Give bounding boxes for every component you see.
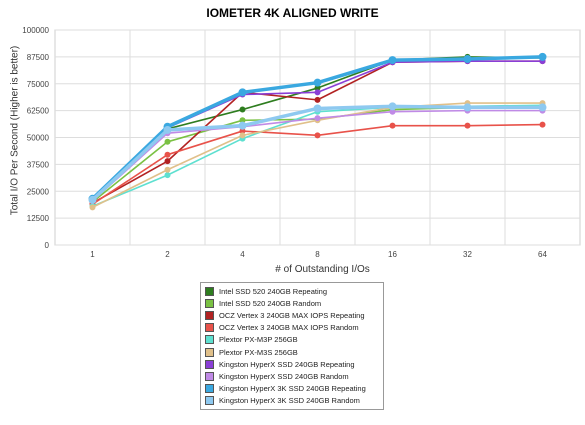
data-point	[314, 96, 321, 103]
data-point	[389, 122, 396, 129]
data-point	[538, 103, 547, 112]
legend-label: OCZ Vertex 3 240GB MAX IOPS Random	[219, 323, 359, 333]
data-point	[314, 85, 321, 92]
data-point	[313, 78, 322, 87]
legend-item: Kingston HyperX SSD 240GB Repeating	[205, 358, 379, 370]
legend-swatch	[205, 310, 214, 320]
legend-label: Kingston HyperX 3K SSD 240GB Random	[219, 396, 360, 406]
line-chart: 0 12500 25000 37500 50000 62500 75000 87500 1000…	[22, 26, 581, 259]
x-tick-label: 64	[538, 250, 547, 259]
series-line	[91, 109, 543, 202]
legend-label: Plextor PX-M3P 256GB	[219, 335, 298, 345]
data-point	[164, 158, 171, 165]
y-tick-label: 25000	[27, 187, 50, 196]
y-tick-label: 37500	[27, 160, 50, 169]
data-point	[463, 55, 472, 64]
x-tick-label: 8	[315, 250, 320, 259]
data-point	[238, 121, 247, 130]
legend-swatch	[205, 347, 214, 357]
y-tick-label: 75000	[27, 80, 50, 89]
data-point	[539, 121, 546, 128]
legend-label: Kingston HyperX 3K SSD 240GB Repeating	[219, 384, 366, 394]
legend-swatch	[205, 323, 214, 333]
legend-item: Intel SSD 520 240GB Repeating	[205, 285, 379, 297]
x-axis-label: # of Outstanding I/Os	[275, 264, 370, 275]
legend-label: Kingston HyperX SSD 240GB Random	[219, 371, 349, 381]
y-tick-label: 50000	[27, 134, 50, 143]
legend-swatch	[205, 396, 214, 406]
legend-item: Intel SSD 520 240GB Random	[205, 297, 379, 309]
data-point	[239, 106, 246, 113]
legend-item: Plextor PX-M3P 256GB	[205, 334, 379, 346]
legend: Intel SSD 520 240GB Repeating Intel SSD 5…	[200, 282, 384, 410]
data-point	[314, 115, 321, 122]
legend-swatch	[205, 371, 214, 381]
legend-item: Kingston HyperX 3K SSD 240GB Repeating	[205, 383, 379, 395]
series-line	[91, 56, 543, 202]
y-tick-label: 87500	[27, 53, 50, 62]
legend-swatch	[205, 359, 214, 369]
data-point	[164, 138, 171, 145]
chart-title: IOMETER 4K ALIGNED WRITE	[206, 6, 379, 20]
data-point	[388, 102, 397, 111]
x-tick-label: 1	[90, 250, 95, 259]
data-point	[239, 132, 246, 139]
y-tick-label: 100000	[22, 26, 49, 35]
data-point	[314, 132, 321, 139]
legend-item: Kingston HyperX SSD 240GB Random	[205, 370, 379, 382]
legend-swatch	[205, 286, 214, 296]
x-tick-label: 16	[388, 250, 397, 259]
legend-item: Plextor PX-M3S 256GB	[205, 346, 379, 358]
data-point	[89, 204, 96, 211]
legend-label: Intel SSD 520 240GB Random	[219, 298, 322, 308]
legend-label: Intel SSD 520 240GB Repeating	[219, 286, 327, 296]
data-point	[238, 88, 247, 97]
data-point	[163, 125, 172, 134]
y-tick-label: 0	[45, 241, 50, 250]
series-lines	[88, 52, 547, 211]
legend-label: Kingston HyperX SSD 240GB Repeating	[219, 359, 355, 369]
data-point	[239, 128, 246, 135]
data-point	[314, 89, 321, 96]
data-point	[388, 56, 397, 65]
x-tick-label: 32	[463, 250, 472, 259]
y-tick-labels: 0 12500 25000 37500 50000 62500 75000 87500 1000…	[22, 26, 49, 250]
legend-item: OCZ Vertex 3 240GB MAX IOPS Random	[205, 322, 379, 334]
data-point	[239, 117, 246, 124]
data-point	[464, 122, 471, 129]
legend-swatch	[205, 335, 214, 345]
data-point	[164, 151, 171, 158]
data-point	[463, 103, 472, 112]
legend-item: OCZ Vertex 3 240GB MAX IOPS Repeating	[205, 309, 379, 321]
data-point	[88, 195, 97, 204]
data-point	[389, 108, 396, 115]
legend-item: Kingston HyperX 3K SSD 240GB Random	[205, 395, 379, 407]
x-tick-label: 2	[165, 250, 170, 259]
x-tick-labels: 1 2 4 8 16 32 64	[90, 250, 547, 259]
y-tick-label: 12500	[27, 214, 50, 223]
data-point	[164, 166, 171, 173]
legend-swatch	[205, 384, 214, 394]
y-tick-label: 62500	[27, 107, 50, 116]
data-point	[538, 52, 547, 61]
legend-label: Plextor PX-M3S 256GB	[219, 347, 298, 357]
x-tick-label: 4	[240, 250, 245, 259]
legend-label: OCZ Vertex 3 240GB MAX IOPS Repeating	[219, 310, 365, 320]
legend-swatch	[205, 298, 214, 308]
data-point	[164, 172, 171, 179]
data-point	[313, 104, 322, 113]
